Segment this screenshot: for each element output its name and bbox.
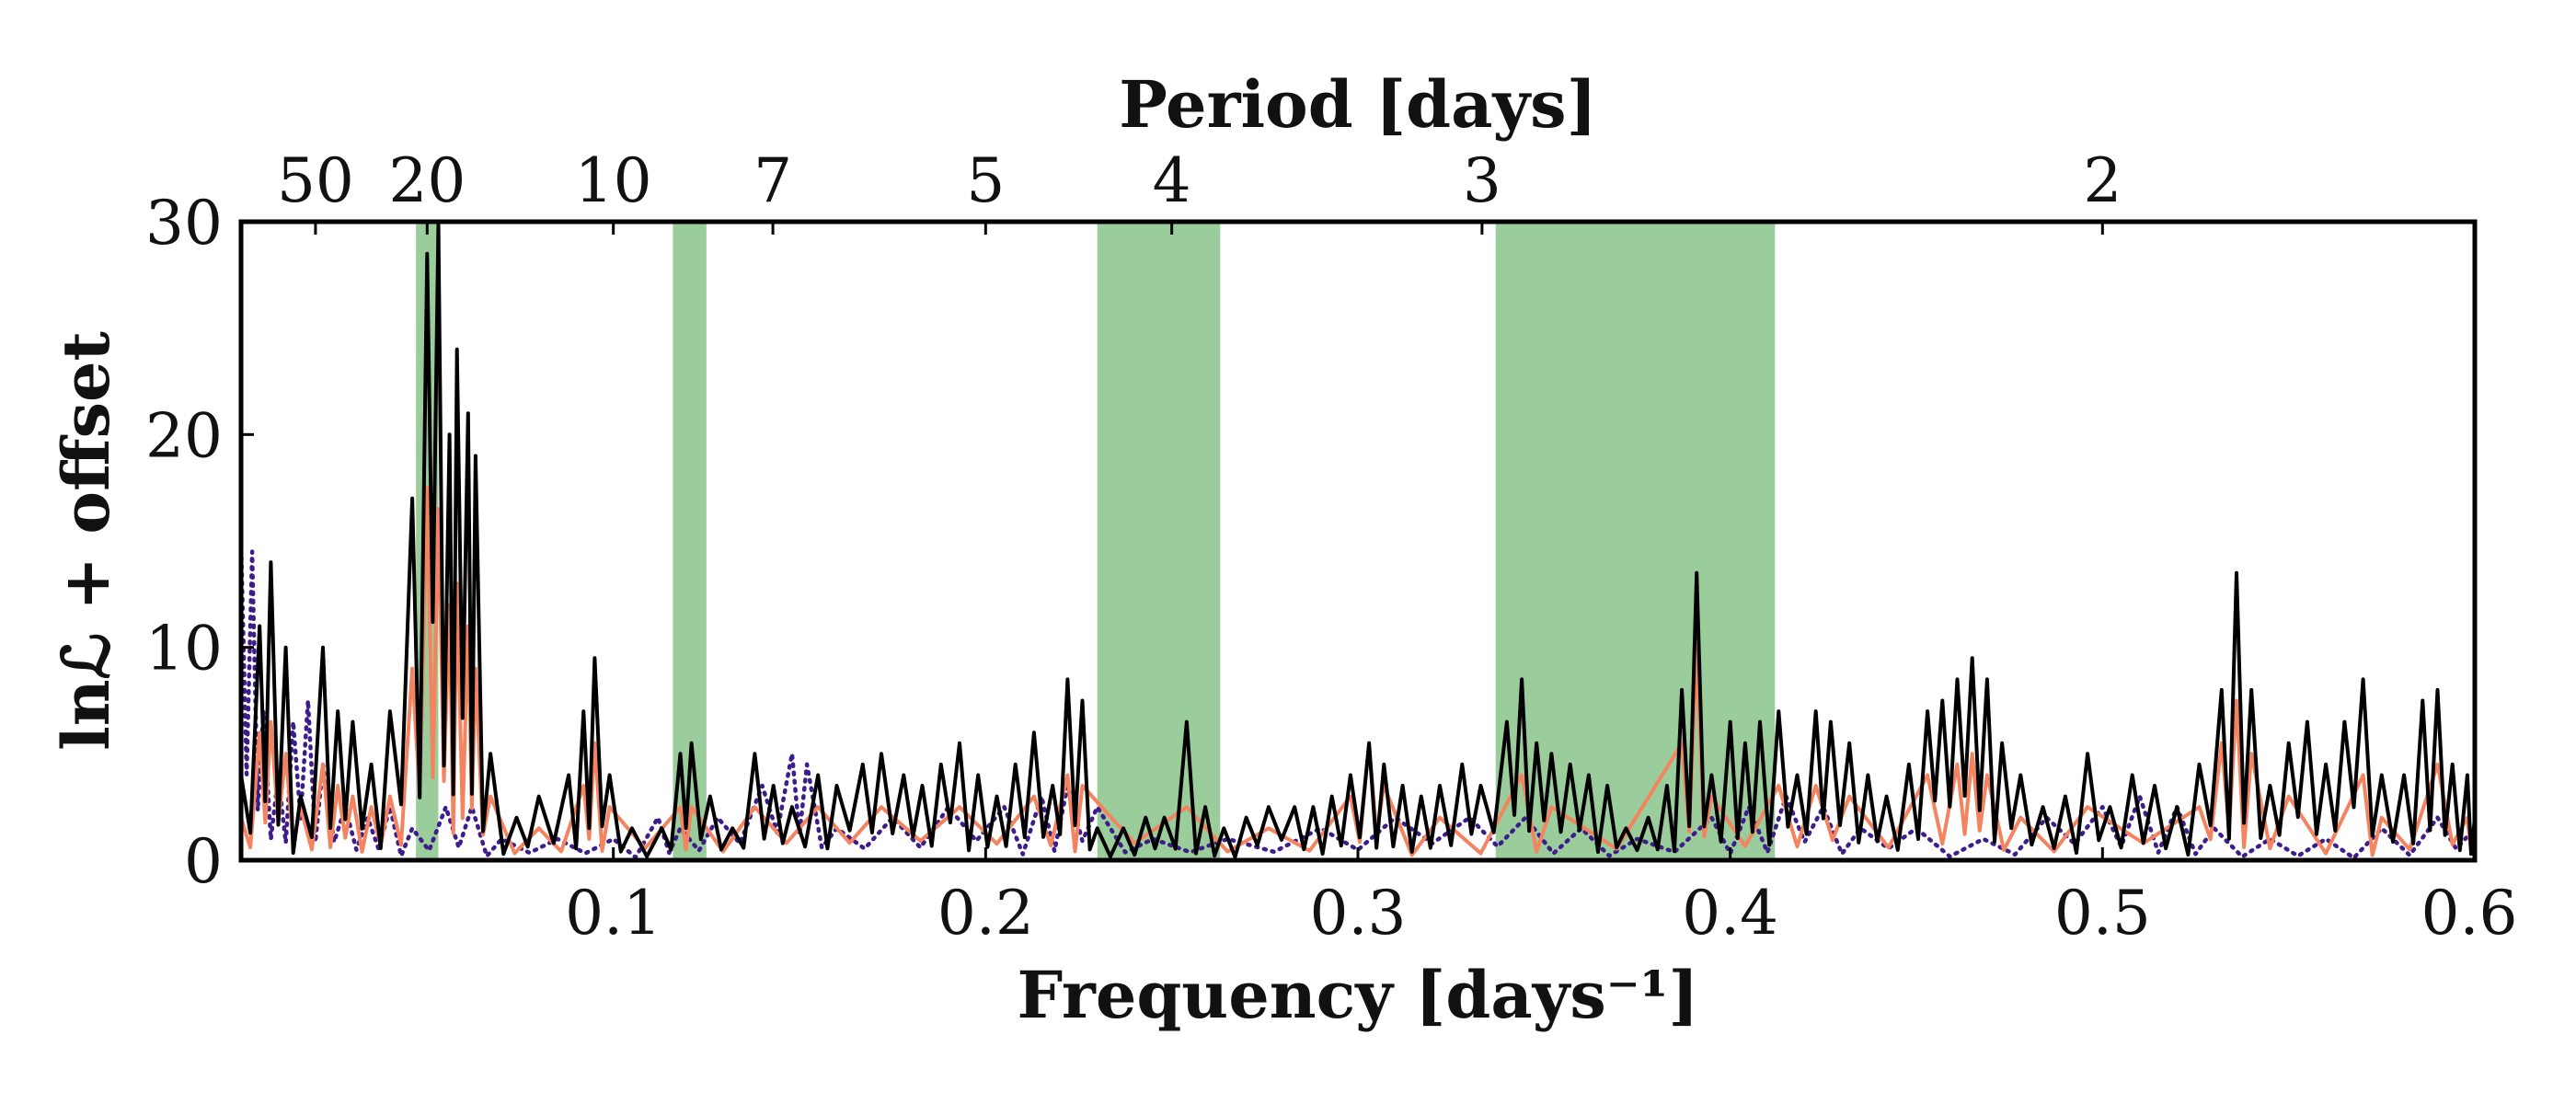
plot-frame (238, 219, 2478, 863)
series-line-component-a (239, 486, 2477, 857)
y-tick-label-0: 0 (184, 826, 223, 897)
x-axis-title: Frequency [days⁻¹] (1017, 957, 1698, 1033)
shaded-band-3 (1097, 222, 1221, 860)
x-tick-label-0.5: 0.5 (2054, 878, 2151, 949)
y-tick-label-10: 10 (145, 614, 223, 684)
period-tick-label-3: 3 (1463, 145, 1501, 216)
x-tick-label-0.2: 0.2 (937, 878, 1034, 949)
top-axis-title: Period [days] (1119, 66, 1596, 143)
x-tick-label-0.6: 0.6 (2421, 878, 2518, 949)
axis-ticks (241, 220, 2477, 862)
y-axis-title: lnℒ + offset (48, 331, 124, 751)
y-tick-label-20: 20 (145, 400, 223, 471)
period-tick-label-10: 10 (575, 145, 652, 216)
y-tick-label-30: 30 (145, 188, 223, 259)
x-tick-label-0.1: 0.1 (565, 878, 661, 949)
period-tick-label-2: 2 (2083, 145, 2122, 216)
series-lines (238, 220, 2478, 860)
period-tick-label-20: 20 (388, 145, 466, 216)
series-line-total (239, 220, 2477, 859)
axis-tick-labels: 0.1 0.2 0.3 0.4 0.5 0.6 0 10 20 30 50 20 10 7 5 4 3 2 (145, 145, 2517, 949)
period-tick-label-4: 4 (1153, 145, 1191, 216)
period-tick-label-5: 5 (966, 145, 1005, 216)
period-tick-label-7: 7 (753, 145, 792, 216)
x-tick-label-0.3: 0.3 (1310, 878, 1407, 949)
x-tick-label-0.4: 0.4 (1682, 878, 1778, 949)
period-tick-label-50: 50 (277, 145, 354, 216)
